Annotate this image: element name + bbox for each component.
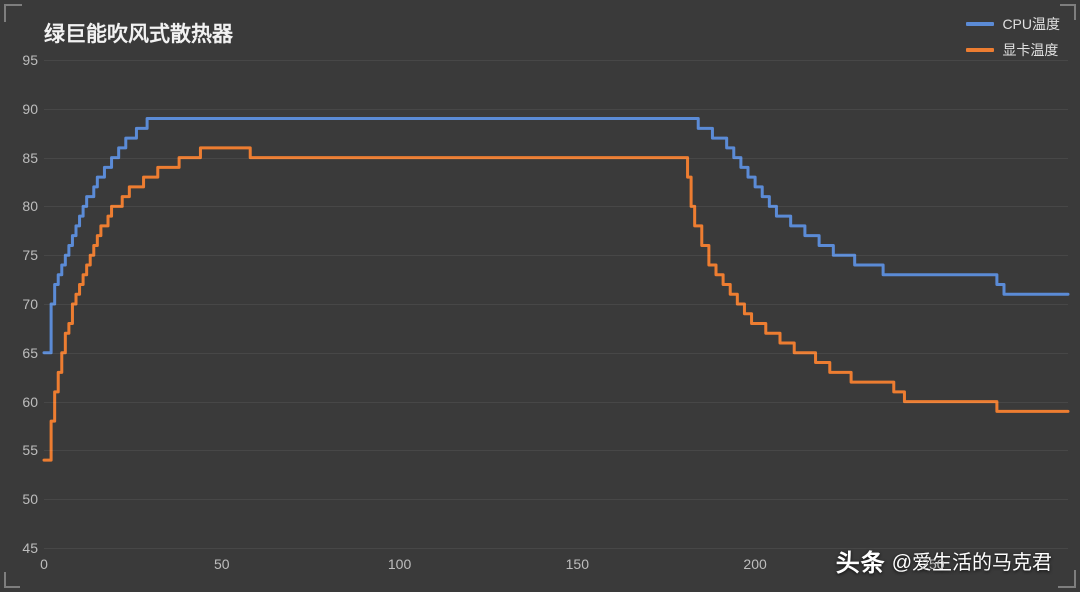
gridline-h <box>44 353 1068 354</box>
x-axis-label: 100 <box>388 556 411 572</box>
x-axis-label: 150 <box>566 556 589 572</box>
x-axis-label: 250 <box>921 556 944 572</box>
legend-label: 显卡温度 <box>1002 40 1058 60</box>
y-axis-label: 55 <box>10 442 38 458</box>
legend-swatch <box>966 48 994 52</box>
legend: CPU温度显卡温度 <box>966 14 1060 60</box>
y-axis-label: 95 <box>10 52 38 68</box>
y-axis-label: 80 <box>10 198 38 214</box>
x-axis-label: 0 <box>40 556 48 572</box>
y-axis-label: 60 <box>10 394 38 410</box>
watermark-handle: @爱生活的马克君 <box>892 546 1052 575</box>
y-axis-label: 85 <box>10 150 38 166</box>
chart-title: 绿巨能吹风式散热器 <box>44 18 233 48</box>
legend-label: CPU温度 <box>1002 14 1060 34</box>
gridline-h <box>44 402 1068 403</box>
gridline-h <box>44 60 1068 61</box>
x-axis-label: 200 <box>743 556 766 572</box>
gridline-h <box>44 206 1068 207</box>
y-axis-label: 90 <box>10 101 38 117</box>
gridline-h <box>44 255 1068 256</box>
gridline-h <box>44 109 1068 110</box>
watermark-logo: 头条 <box>836 543 886 578</box>
plot-area <box>44 60 1068 548</box>
gridline-h <box>44 304 1068 305</box>
series-line <box>44 119 1068 353</box>
y-axis-label: 45 <box>10 540 38 556</box>
y-axis-label: 50 <box>10 491 38 507</box>
legend-item: 显卡温度 <box>966 40 1060 60</box>
legend-swatch <box>966 22 994 26</box>
chart-container: 绿巨能吹风式散热器 CPU温度显卡温度 头条 @爱生活的马克君 <box>0 0 1080 592</box>
gridline-h <box>44 499 1068 500</box>
y-axis-label: 75 <box>10 247 38 263</box>
y-axis-label: 70 <box>10 296 38 312</box>
gridline-h <box>44 450 1068 451</box>
legend-item: CPU温度 <box>966 14 1060 34</box>
x-axis-label: 50 <box>214 556 230 572</box>
gridline-h <box>44 158 1068 159</box>
y-axis-label: 65 <box>10 345 38 361</box>
